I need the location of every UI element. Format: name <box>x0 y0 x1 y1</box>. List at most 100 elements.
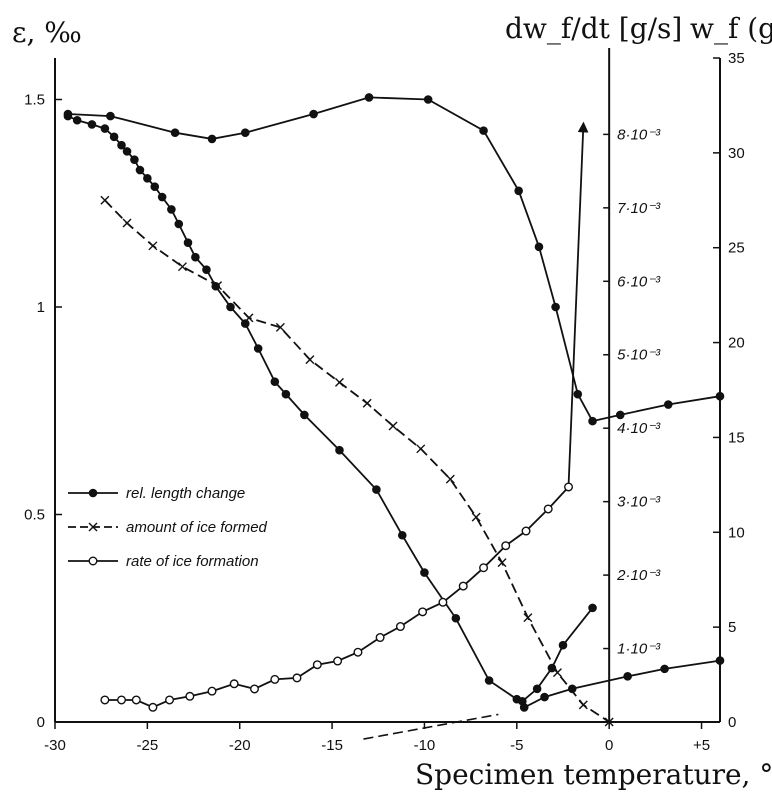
x-axis-title: Specimen temperature, °C <box>415 758 772 791</box>
data-point <box>521 526 531 536</box>
data-point <box>484 676 494 685</box>
data-point <box>623 672 632 681</box>
cross-stroke <box>523 613 533 623</box>
data-point <box>479 126 488 135</box>
data-point <box>534 242 544 252</box>
data-point <box>270 377 280 387</box>
data-point <box>148 241 158 251</box>
legend-marker <box>88 556 98 566</box>
y-mid-tick-label: 6·10⁻³ <box>617 273 661 290</box>
data-point <box>143 174 152 183</box>
y-right-axis-title: w_f (g) <box>690 12 772 45</box>
legend-item: rate of ice formation <box>68 553 259 570</box>
legend-label: rate of ice formation <box>126 553 259 570</box>
data-point <box>514 186 523 196</box>
data-point <box>558 640 568 650</box>
data-point <box>551 302 560 312</box>
data-point <box>244 313 254 323</box>
ticks: -30 -25 -20 -15 -10 -5 0 +5 0 0.5 1 1.5 1·10⁻³ 2·10⁻³… <box>24 50 745 754</box>
cross-stroke <box>88 522 98 532</box>
cross-stroke <box>445 474 455 484</box>
cross-stroke <box>334 377 344 387</box>
legend: rel. length change amount of ice formed ra… <box>68 485 268 570</box>
y-right-tick-label: 25 <box>728 240 745 257</box>
data-point <box>501 541 511 551</box>
data-point <box>167 205 176 214</box>
cross-stroke <box>552 668 562 678</box>
x-tick-label: -30 <box>44 737 66 754</box>
data-point <box>372 485 381 494</box>
data-point <box>588 603 597 613</box>
y-mid-tick-label: 2·10⁻³ <box>616 567 661 584</box>
data-point <box>715 391 725 401</box>
data-point <box>573 389 583 399</box>
series-rate-of-ice-formation <box>100 121 589 712</box>
data-point <box>191 252 200 262</box>
data-point <box>388 421 398 431</box>
y-right-tick-label: 35 <box>728 50 745 67</box>
data-point <box>518 696 527 706</box>
data-point <box>334 377 344 387</box>
data-point <box>309 109 318 119</box>
data-point <box>458 581 468 591</box>
data-point <box>445 474 455 484</box>
data-point <box>615 410 625 420</box>
data-point <box>588 416 597 426</box>
cross-stroke <box>362 398 372 408</box>
cross-stroke <box>604 717 614 727</box>
data-point <box>100 124 110 133</box>
y-right-tick-label: 20 <box>728 335 745 352</box>
x-tick-label: -20 <box>229 737 251 754</box>
data-point <box>148 702 158 712</box>
cross-stroke <box>305 355 315 365</box>
data-point <box>116 695 126 705</box>
data-point <box>122 147 132 156</box>
data-point <box>578 700 588 710</box>
data-point <box>364 93 374 102</box>
x-tick-label: 0 <box>605 737 613 754</box>
data-point <box>552 668 562 678</box>
data-point <box>177 262 187 272</box>
x-tick-label: +5 <box>693 737 710 754</box>
y-mid-tick-label: 4·10⁻³ <box>617 420 661 437</box>
data-point <box>423 95 433 104</box>
y-mid-tick-label: 1·10⁻³ <box>617 641 661 658</box>
data-point <box>207 686 217 696</box>
data-point <box>249 684 259 694</box>
legend-label: rel. length change <box>126 485 245 502</box>
legend-item: rel. length change <box>68 485 245 502</box>
data-point <box>240 128 250 137</box>
y-mid-tick-label: 3·10⁻³ <box>617 494 661 511</box>
data-point <box>479 563 489 573</box>
data-point <box>122 218 132 228</box>
data-point <box>87 120 97 129</box>
data-point <box>362 398 372 408</box>
data-point <box>292 673 302 683</box>
cross-stroke <box>177 262 187 272</box>
y-right-tick-label: 30 <box>728 145 745 162</box>
data-point <box>418 607 428 617</box>
data-point <box>135 165 145 175</box>
legend-marker <box>88 488 98 498</box>
y-mid-tick-label: 5·10⁻³ <box>617 347 661 364</box>
data-point <box>451 613 461 623</box>
data-point <box>497 558 507 568</box>
data-point <box>471 512 481 522</box>
cross-stroke <box>122 218 132 228</box>
series-rel-length-change <box>63 93 725 712</box>
data-point <box>333 656 343 666</box>
data-point <box>185 691 195 701</box>
data-point <box>375 633 385 643</box>
cross-stroke <box>244 313 254 323</box>
y-right-tick-label: 15 <box>728 429 745 446</box>
data-point <box>72 115 82 125</box>
data-point <box>183 238 193 247</box>
data-point <box>100 195 110 205</box>
data-point <box>353 647 363 657</box>
x-tick-label: -15 <box>321 737 343 754</box>
series-amount-of-ice-formed <box>100 195 614 727</box>
data-point <box>106 111 115 121</box>
data-point <box>275 322 285 332</box>
data-point <box>715 656 725 665</box>
data-point <box>281 389 291 399</box>
